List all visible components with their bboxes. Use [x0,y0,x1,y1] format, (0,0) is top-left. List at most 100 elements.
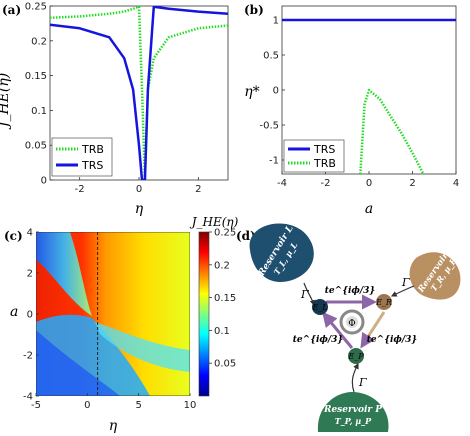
hop-rp-arrow [360,311,386,349]
panel-b-lines [282,18,456,174]
panel-a-label: (a) [2,3,21,17]
colorbar-tick-label: 0.1 [214,326,230,337]
x-tick-label: 5 [135,400,141,411]
x-tick-label: 10 [184,400,197,411]
legend-trs-label: TRS [81,159,103,172]
hop-pl-label: te^{iϕ/3} [293,335,344,345]
colorbar-title: J_HE(η) [189,215,239,229]
x-tick-label: 4 [453,178,459,189]
y-tick-label: 0.15 [25,71,47,82]
panel-a: (a) -2 0 2 0 0.05 0.1 0.15 0.2 0.25 J_HE(η) η TR… [0,2,229,217]
reservoir-l-shape [249,223,314,282]
panel-c-ticks: -5 0 5 10 -4 -2 0 2 4 [23,228,196,412]
hop-pl-arrow [322,311,354,349]
coupling-l-label: Γ [300,288,309,301]
y-tick-label: 0.2 [31,36,47,47]
y-tick-label: -2 [23,351,33,362]
y-tick-label: 0.05 [25,141,47,152]
series-line-trb [50,6,228,180]
y-tick-label: 0.25 [25,2,47,13]
dot-r-label: E_R [375,298,392,307]
panel-a-legend: TRB TRS [51,137,113,177]
panel-c-ylabel: a [10,304,18,320]
dot-l-circle [312,299,328,315]
dot-p: E_P [347,348,364,364]
colorbar-tick-label: 0.2 [214,260,230,271]
colorbar: 0.05 0.1 0.15 0.2 0.25 J_HE(η) [189,215,239,397]
y-tick-label: -1 [269,156,279,167]
coupling-r-arrow [390,285,415,297]
hop-rp-label: te^{iϕ/3} [367,335,418,345]
dot-l-label: E_L [311,303,327,312]
y-tick-label: 0.1 [31,106,47,117]
y-tick-label: 2 [27,269,33,280]
panel-c-label: (c) [4,229,23,243]
dot-l: E_L [311,299,328,315]
y-tick-label: -0.5 [259,121,279,132]
reservoir-r: Reservoir R T_R, μ_R [409,243,461,300]
hop-lr-label: te^{iϕ/3} [325,286,376,296]
panel-b-xlabel: a [365,201,373,217]
legend-trs-label: TRS [313,143,335,156]
heatmap [36,232,190,396]
y-tick-label: 0 [27,310,33,321]
y-tick-label: 0.5 [263,51,279,62]
x-tick-label: -2 [75,184,85,195]
x-tick-label: -5 [31,400,41,411]
series-line-trb [359,88,425,174]
colorbar-ticks: 0.05 0.1 0.15 0.2 0.25 [209,228,236,370]
panel-d: (d) Reservoir L T_L, μ_L Reservoir R T_R… [236,223,461,432]
flux-ring [339,309,365,335]
panel-a-ylabel: J_HE(η) [0,73,12,130]
flux-core [346,316,358,328]
y-tick-label: 4 [27,228,33,239]
x-tick-label: -2 [321,178,331,189]
x-tick-label: -4 [277,178,287,189]
panel-b-ticks: -4 -2 0 2 4 -1 -0.5 0 0.5 1 [259,16,459,190]
coupling-p-arrow [351,362,359,393]
reservoir-p: Reservoir P T_P, μ_P [317,392,389,432]
y-tick-label: 1 [273,16,279,27]
panel-a-ticks: -2 0 2 0 0.05 0.1 0.15 0.2 0.25 [25,2,202,196]
dot-r-circle [376,294,392,310]
colorbar-tick-label: 0.25 [214,228,236,239]
panel-b-label: (b) [244,3,264,17]
coupling-r-label: Γ [401,276,410,289]
legend-trb-label: TRB [81,143,104,156]
y-tick-label: -4 [23,392,33,403]
legend-box [51,137,113,177]
x-tick-label: 0 [84,400,90,411]
y-tick-label: 0 [41,176,47,187]
reservoir-p-params: T_P, μ_P [335,416,372,426]
panel-a-lines [50,6,228,180]
reservoir-p-name: Reservoir P [323,405,382,415]
heatmap-low-band [95,322,190,372]
x-tick-label: 0 [366,178,372,189]
dot-p-label: E_P [347,352,364,361]
panel-a-xlabel: η [135,201,144,217]
reservoir-r-shape [409,252,461,300]
flux-label: Φ [348,319,355,329]
panel-c-xlabel: η [109,418,118,434]
colorbar-tick-label: 0.05 [214,359,236,370]
colorbar-tick-label: 0.15 [214,293,236,304]
panel-c: (c) -5 0 5 10 -4 -2 0 2 4 a η 0.05 0.1 0.15 0.2 0.25… [4,215,239,434]
panel-b-ylabel: η* [244,84,259,100]
y-tick-label: 0 [273,86,279,97]
reservoir-l: Reservoir L T_L, μ_L [249,223,314,282]
legend-trb-label: TRB [313,157,336,170]
reservoir-p-shape [317,392,389,432]
series-line-trs [50,6,228,180]
x-tick-label: 2 [409,178,415,189]
heatmap-low-region-upper [36,232,92,316]
panel-b-legend: TRS TRB [283,139,345,173]
heatmap-deep-low [36,330,120,396]
panel-b: (b) -4 -2 0 2 4 -1 -0.5 0 0.5 1 η* a TRS TRB [244,3,459,217]
x-tick-label: 2 [195,184,201,195]
legend-box [283,139,345,173]
dot-p-circle [348,348,364,364]
coupling-p-label: Γ [358,376,367,389]
flux-symbol: Φ [339,309,365,335]
colorbar-ramp [198,231,210,397]
